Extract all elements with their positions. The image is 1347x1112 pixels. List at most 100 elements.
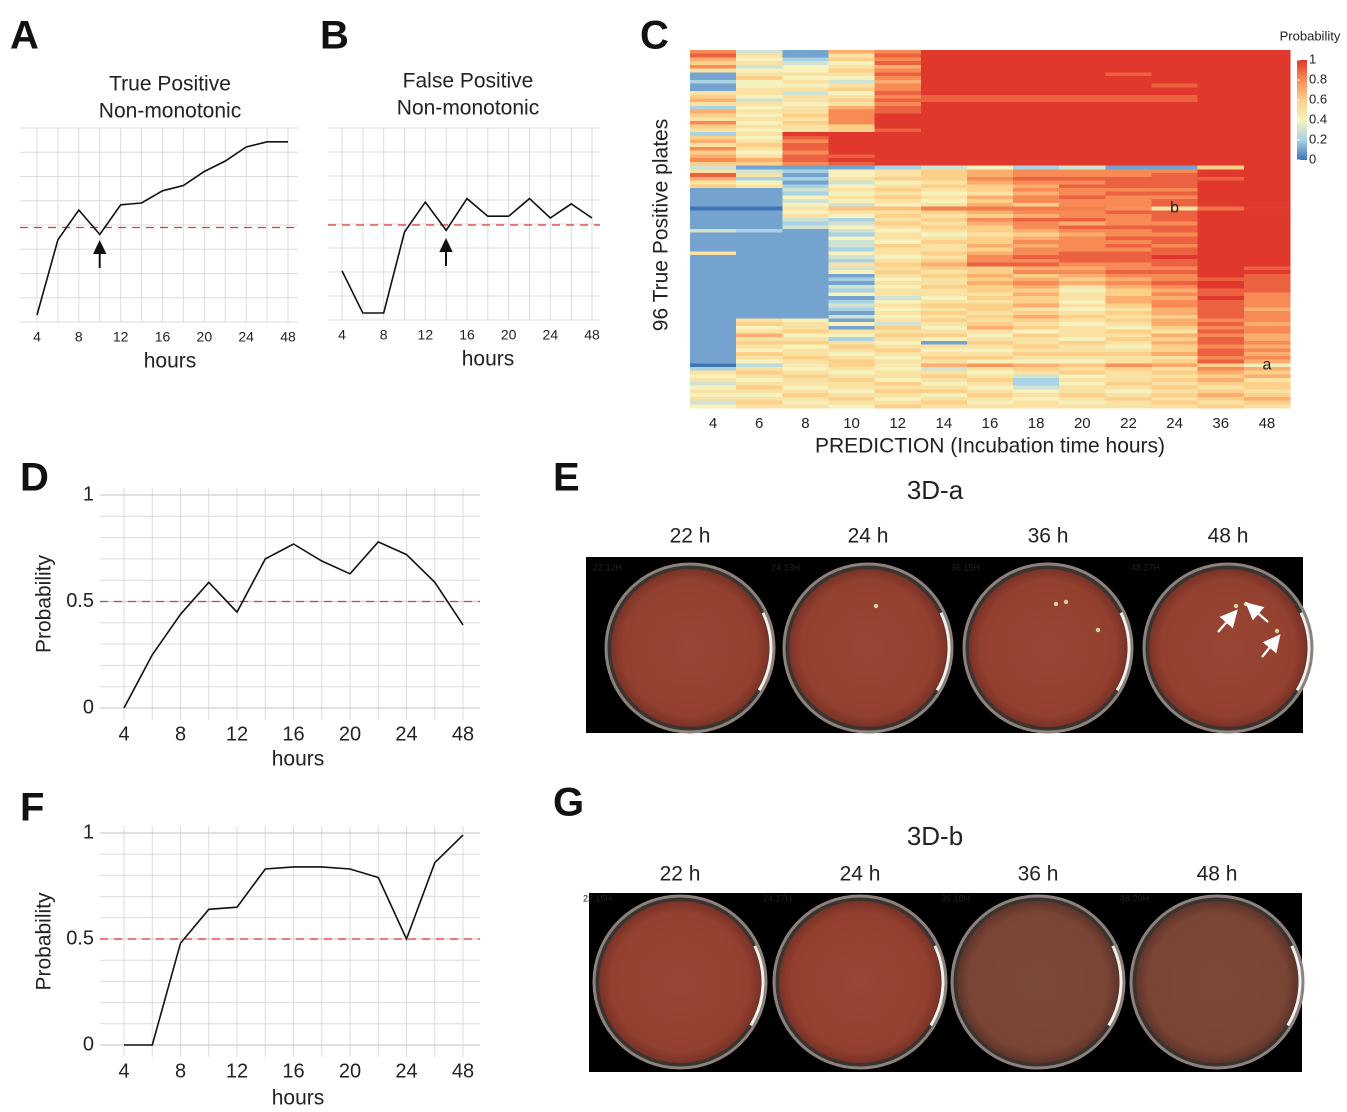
heatmap-cell (1105, 352, 1152, 357)
heatmap-cell (1151, 292, 1199, 297)
heatmap-cell (782, 385, 829, 390)
heatmap-cell (782, 329, 829, 334)
heatmap-cell (1151, 158, 1199, 163)
heatmap-cell (920, 266, 968, 271)
heatmap-cell (828, 206, 876, 211)
heatmap-cell (828, 105, 876, 111)
heatmap-cell (1151, 187, 1199, 193)
chart-title: Non-monotonic (397, 97, 539, 120)
heatmap-cell (1243, 247, 1291, 252)
heatmap-cell (782, 72, 829, 77)
heatmap-cell (1105, 139, 1152, 144)
heatmap-cell (782, 243, 829, 249)
heatmap-cell (1197, 404, 1245, 409)
heatmap-cell (1013, 273, 1060, 278)
heatmap-cell (690, 292, 737, 297)
heatmap-cell (1105, 400, 1152, 405)
heatmap-cell (1105, 318, 1152, 323)
heatmap-cell (1059, 105, 1106, 111)
heatmap-cell (1059, 314, 1106, 319)
heatmap-cell (874, 76, 922, 81)
heatmap-cell (1197, 225, 1245, 230)
heatmap-cell (828, 314, 876, 319)
heatmap-cell (690, 139, 737, 144)
heatmap-cell (920, 154, 968, 159)
heatmap-cell (1105, 173, 1152, 178)
heatmap-cell (736, 50, 783, 55)
heatmap-cell (1243, 288, 1291, 293)
heatmap-cell (690, 366, 737, 372)
panel-letter: C (640, 14, 669, 58)
heatmap-cell (1013, 221, 1060, 226)
heatmap-cell (1059, 270, 1106, 275)
heatmap-cell (874, 307, 922, 312)
heatmap-cell (736, 344, 783, 349)
heatmap-cell (828, 184, 876, 189)
heatmap-cell (1243, 396, 1291, 401)
heatmap-cell (1151, 389, 1199, 394)
heatmap-cell (1197, 389, 1245, 394)
heatmap-cell (782, 270, 829, 275)
heatmap-cell (920, 199, 968, 204)
heatmap-cell (690, 277, 737, 282)
heatmap-cell (1105, 91, 1152, 96)
x-tick-label: 4 (118, 1060, 129, 1082)
heatmap-cell (736, 292, 783, 297)
heatmap-cell (690, 329, 737, 334)
heatmap-cell (1059, 195, 1106, 200)
colorbar-tick-label: 0 (1309, 151, 1316, 166)
heatmap-cell (1151, 329, 1199, 334)
heatmap-cell (690, 120, 737, 125)
heatmap-cell (1059, 184, 1106, 189)
heatmap-cell (690, 307, 737, 312)
heatmap-cell (920, 359, 968, 364)
heatmap-cell (966, 374, 1014, 379)
heatmap-cell (828, 57, 876, 62)
heatmap-cell (920, 165, 968, 170)
heatmap-cell (874, 366, 922, 372)
heatmap-cell (782, 139, 829, 144)
heatmap-cell (1243, 270, 1291, 275)
heatmap-cell (782, 378, 829, 383)
heatmap-cell (1013, 146, 1060, 152)
heatmap-cell (1013, 214, 1060, 219)
x-tick-label: 20 (339, 723, 361, 745)
heatmap-cell (920, 184, 968, 189)
heatmap-cell (966, 150, 1014, 155)
heatmap-cell (1243, 68, 1291, 73)
heatmap-cell (1151, 195, 1199, 200)
heatmap-cell (690, 322, 737, 327)
heatmap-cell (966, 229, 1014, 234)
heatmap-cell (920, 299, 968, 304)
heatmap-cell (966, 337, 1014, 342)
colorbar (1297, 60, 1307, 160)
heatmap-cell (1013, 143, 1060, 148)
heatmap-cell (874, 404, 922, 409)
heatmap-cell (1243, 314, 1291, 319)
heatmap-cell (1151, 232, 1199, 237)
heatmap-cell (966, 255, 1014, 260)
heatmap-cell (1197, 217, 1245, 222)
heatmap-cell (1243, 348, 1291, 353)
x-tick-label: 48 (1259, 415, 1276, 432)
heatmap-cell (920, 240, 968, 245)
heatmap-cell (966, 102, 1014, 107)
heatmap-cell (1105, 117, 1152, 122)
chart-title: False Positive (403, 70, 534, 93)
heatmap-cell (1197, 221, 1245, 226)
heatmap-cell (1243, 191, 1291, 196)
heatmap-cell (1059, 146, 1106, 152)
heatmap-cell (1197, 61, 1245, 66)
heatmap-cell (920, 344, 968, 349)
heatmap-cell (874, 348, 922, 353)
rim-highlight (1115, 612, 1131, 692)
arrow (439, 238, 453, 266)
heatmap-cell (874, 273, 922, 278)
agar (1136, 901, 1298, 1063)
heatmap-cell (736, 150, 783, 155)
heatmap-cell (736, 255, 783, 260)
heatmap-cell (1151, 173, 1199, 178)
heatmap-cell (1013, 187, 1060, 193)
x-tick-label: 24 (395, 723, 417, 745)
heatmap-cell (1197, 251, 1245, 256)
